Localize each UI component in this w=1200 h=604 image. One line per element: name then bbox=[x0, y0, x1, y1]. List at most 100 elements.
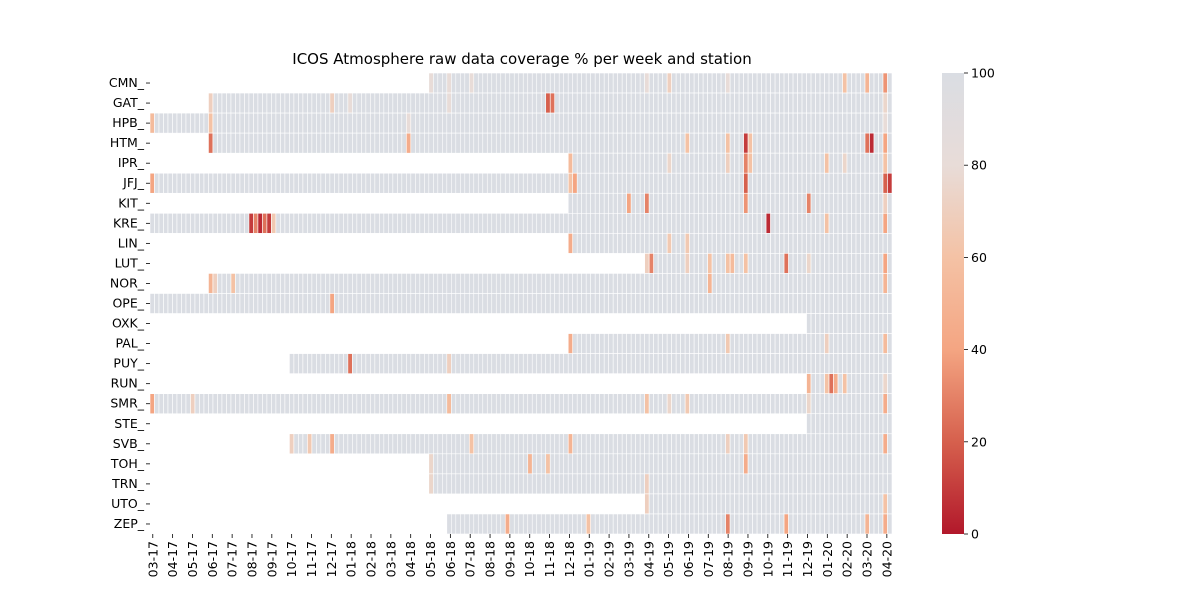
heatmap-cell bbox=[365, 213, 371, 234]
heatmap-cell bbox=[725, 72, 731, 94]
heatmap-cell bbox=[500, 433, 506, 455]
heatmap-cell bbox=[401, 433, 407, 455]
heatmap-cell bbox=[684, 213, 690, 234]
heatmap-cell bbox=[887, 493, 893, 515]
heatmap-cell bbox=[500, 453, 506, 475]
heatmap-cell bbox=[608, 433, 614, 455]
heatmap-cell bbox=[581, 393, 587, 415]
heatmap-cell bbox=[626, 353, 632, 374]
heatmap-cell bbox=[846, 453, 852, 475]
heatmap-cell bbox=[819, 172, 825, 194]
heatmap-cell bbox=[594, 192, 601, 214]
heatmap-cell bbox=[459, 92, 466, 114]
heatmap-cell bbox=[428, 433, 434, 455]
heatmap-cell bbox=[855, 513, 861, 535]
heatmap-cell bbox=[729, 433, 735, 455]
heatmap-cell bbox=[567, 473, 574, 495]
heatmap-cell bbox=[226, 273, 232, 294]
heatmap-cell bbox=[158, 112, 164, 134]
heatmap-cell bbox=[572, 172, 578, 194]
heatmap-cell bbox=[576, 233, 583, 254]
heatmap-cell bbox=[253, 213, 259, 234]
heatmap-cell bbox=[887, 433, 893, 455]
colorbar-tick-label: 20 bbox=[971, 434, 987, 449]
heatmap-cell bbox=[617, 192, 623, 214]
heatmap-cell bbox=[855, 333, 861, 354]
heatmap-cell bbox=[788, 333, 794, 354]
heatmap-cell bbox=[887, 152, 893, 174]
x-tick-label: 12-18 bbox=[562, 541, 577, 577]
heatmap-cell bbox=[860, 393, 866, 415]
heatmap-cell bbox=[675, 172, 681, 194]
heatmap-cell bbox=[648, 253, 654, 274]
heatmap-cell bbox=[554, 353, 560, 374]
heatmap-cell bbox=[424, 132, 430, 154]
heatmap-cell bbox=[271, 112, 277, 134]
heatmap-cell bbox=[671, 353, 677, 374]
heatmap-cell bbox=[450, 433, 457, 455]
heatmap-cell bbox=[594, 453, 601, 475]
heatmap-cell bbox=[855, 253, 861, 274]
heatmap-cell bbox=[648, 92, 654, 114]
heatmap-cell bbox=[486, 172, 493, 194]
heatmap-cell bbox=[644, 293, 650, 314]
heatmap-cell bbox=[711, 132, 717, 154]
heatmap-cell bbox=[172, 112, 178, 134]
heatmap-cell bbox=[495, 92, 502, 114]
heatmap-cell bbox=[325, 132, 331, 154]
heatmap-cell bbox=[680, 213, 686, 234]
heatmap-cell bbox=[554, 293, 560, 314]
heatmap-cell bbox=[239, 273, 245, 294]
heatmap-cell bbox=[576, 213, 583, 234]
heatmap-cell bbox=[707, 493, 713, 515]
heatmap-cell bbox=[635, 172, 641, 194]
heatmap-cell bbox=[486, 132, 493, 154]
heatmap-cell bbox=[653, 233, 659, 254]
x-tick-label: 04-19 bbox=[641, 541, 656, 577]
heatmap-cell bbox=[392, 393, 398, 415]
heatmap-cell bbox=[572, 213, 578, 234]
heatmap-cell bbox=[329, 353, 335, 374]
heatmap-cell bbox=[743, 192, 749, 214]
heatmap-cell bbox=[459, 132, 466, 154]
heatmap-cell bbox=[842, 353, 848, 374]
heatmap-cell bbox=[882, 72, 888, 94]
heatmap-cell bbox=[486, 112, 493, 134]
heatmap-cell bbox=[779, 353, 785, 374]
heatmap-cell bbox=[599, 513, 605, 535]
heatmap-cell bbox=[833, 513, 839, 535]
heatmap-cell bbox=[545, 473, 551, 495]
heatmap-cell bbox=[621, 233, 627, 254]
heatmap-cell bbox=[653, 152, 659, 174]
heatmap-cell bbox=[711, 473, 717, 495]
heatmap-cell bbox=[522, 513, 529, 535]
heatmap-cell bbox=[797, 152, 803, 174]
heatmap-cell bbox=[428, 393, 434, 415]
heatmap-cell bbox=[635, 72, 641, 94]
heatmap-cell bbox=[806, 393, 812, 415]
heatmap-cell bbox=[329, 273, 335, 294]
heatmap-cell bbox=[262, 273, 268, 294]
heatmap-cell bbox=[280, 213, 286, 234]
heatmap-cell bbox=[657, 353, 663, 374]
heatmap-cell bbox=[815, 353, 821, 374]
heatmap-cell bbox=[806, 192, 812, 214]
heatmap-cell bbox=[473, 453, 479, 475]
heatmap-cell bbox=[370, 273, 376, 294]
heatmap-cell bbox=[693, 353, 699, 374]
heatmap-cell bbox=[612, 513, 618, 535]
heatmap-cell bbox=[621, 213, 627, 234]
heatmap-cell bbox=[864, 513, 870, 535]
heatmap-cell bbox=[864, 493, 870, 515]
heatmap-cell bbox=[415, 172, 421, 194]
heatmap-cell bbox=[235, 213, 241, 234]
heatmap-cell bbox=[419, 353, 425, 374]
heatmap-cell bbox=[837, 172, 843, 194]
heatmap-cell bbox=[671, 453, 677, 475]
heatmap-cell bbox=[729, 453, 735, 475]
heatmap-cell bbox=[549, 433, 556, 455]
heatmap-cell bbox=[882, 132, 888, 154]
heatmap-cell bbox=[621, 293, 627, 314]
heatmap-cell bbox=[383, 112, 389, 134]
heatmap-cell bbox=[644, 152, 650, 174]
